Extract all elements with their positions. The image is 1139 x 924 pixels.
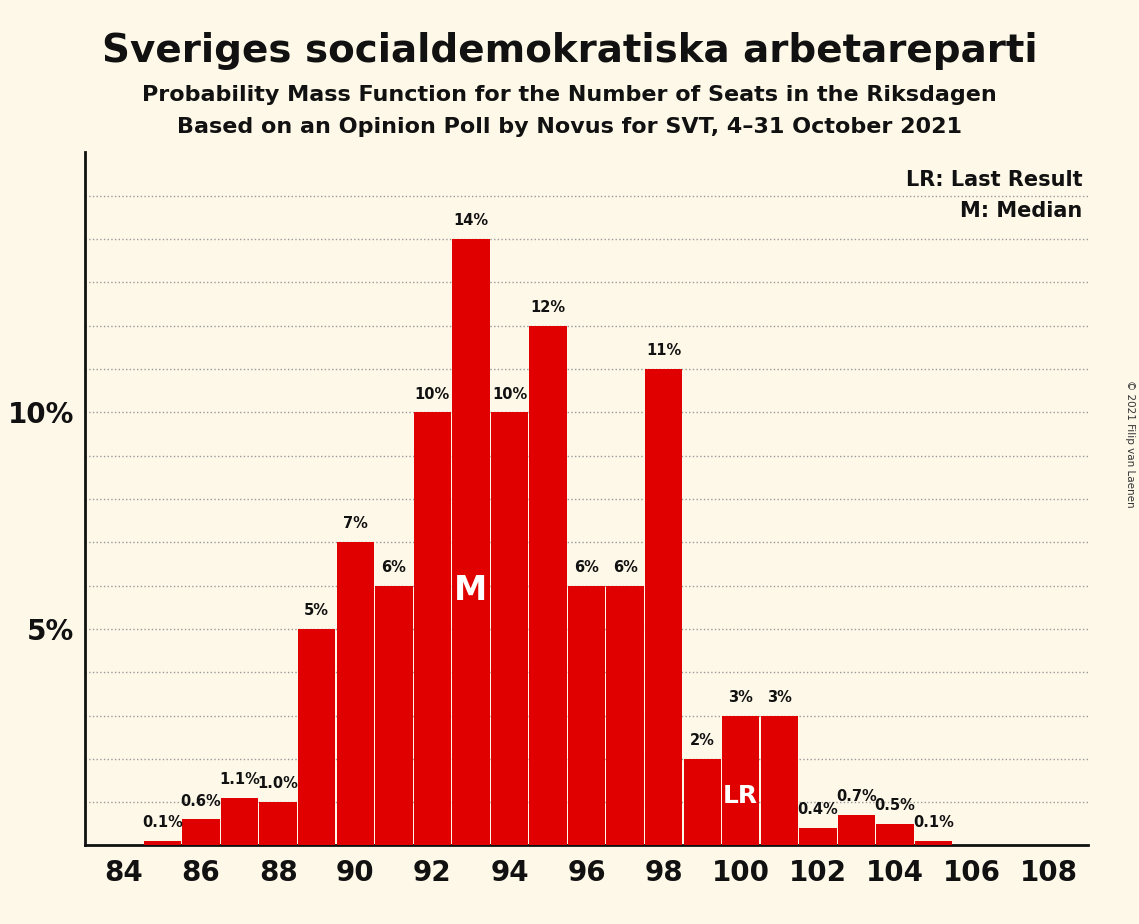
Text: 10%: 10% xyxy=(492,386,527,402)
Text: 0.6%: 0.6% xyxy=(181,794,221,808)
Bar xyxy=(761,715,798,845)
Bar xyxy=(452,239,490,845)
Bar xyxy=(800,828,836,845)
Bar xyxy=(337,542,374,845)
Bar xyxy=(645,369,682,845)
Text: LR: Last Result: LR: Last Result xyxy=(907,170,1083,189)
Bar xyxy=(915,841,952,845)
Text: Probability Mass Function for the Number of Seats in the Riksdagen: Probability Mass Function for the Number… xyxy=(142,85,997,105)
Text: 2%: 2% xyxy=(690,733,714,748)
Text: 1.1%: 1.1% xyxy=(219,772,260,787)
Bar xyxy=(530,326,567,845)
Bar xyxy=(298,629,335,845)
Text: 6%: 6% xyxy=(574,560,599,575)
Text: 0.7%: 0.7% xyxy=(836,789,877,804)
Text: Based on an Opinion Poll by Novus for SVT, 4–31 October 2021: Based on an Opinion Poll by Novus for SV… xyxy=(177,117,962,138)
Text: 3%: 3% xyxy=(728,689,753,705)
Bar xyxy=(838,815,875,845)
Text: M: Median: M: Median xyxy=(960,201,1083,221)
Text: 7%: 7% xyxy=(343,517,368,531)
Text: 11%: 11% xyxy=(646,343,681,359)
Bar xyxy=(182,820,220,845)
Text: 5%: 5% xyxy=(304,603,329,618)
Text: 0.1%: 0.1% xyxy=(913,815,954,831)
Text: 3%: 3% xyxy=(767,689,792,705)
Text: M: M xyxy=(454,575,487,607)
Text: 6%: 6% xyxy=(613,560,638,575)
Text: 0.5%: 0.5% xyxy=(875,798,916,813)
Text: 0.4%: 0.4% xyxy=(797,802,838,818)
Text: 10%: 10% xyxy=(415,386,450,402)
Bar xyxy=(722,715,760,845)
Text: Sveriges socialdemokratiska arbetareparti: Sveriges socialdemokratiska arbetarepart… xyxy=(101,32,1038,70)
Bar xyxy=(375,586,412,845)
Bar xyxy=(606,586,644,845)
Bar xyxy=(683,759,721,845)
Text: 6%: 6% xyxy=(382,560,407,575)
Bar xyxy=(876,824,913,845)
Bar xyxy=(144,841,181,845)
Text: 14%: 14% xyxy=(453,213,489,228)
Bar xyxy=(491,412,528,845)
Text: 0.1%: 0.1% xyxy=(142,815,183,831)
Bar xyxy=(413,412,451,845)
Text: 12%: 12% xyxy=(531,300,566,315)
Text: LR: LR xyxy=(723,784,759,808)
Text: 1.0%: 1.0% xyxy=(257,776,298,791)
Bar xyxy=(221,797,259,845)
Text: © 2021 Filip van Laenen: © 2021 Filip van Laenen xyxy=(1125,380,1134,507)
Bar xyxy=(568,586,605,845)
Bar xyxy=(260,802,297,845)
